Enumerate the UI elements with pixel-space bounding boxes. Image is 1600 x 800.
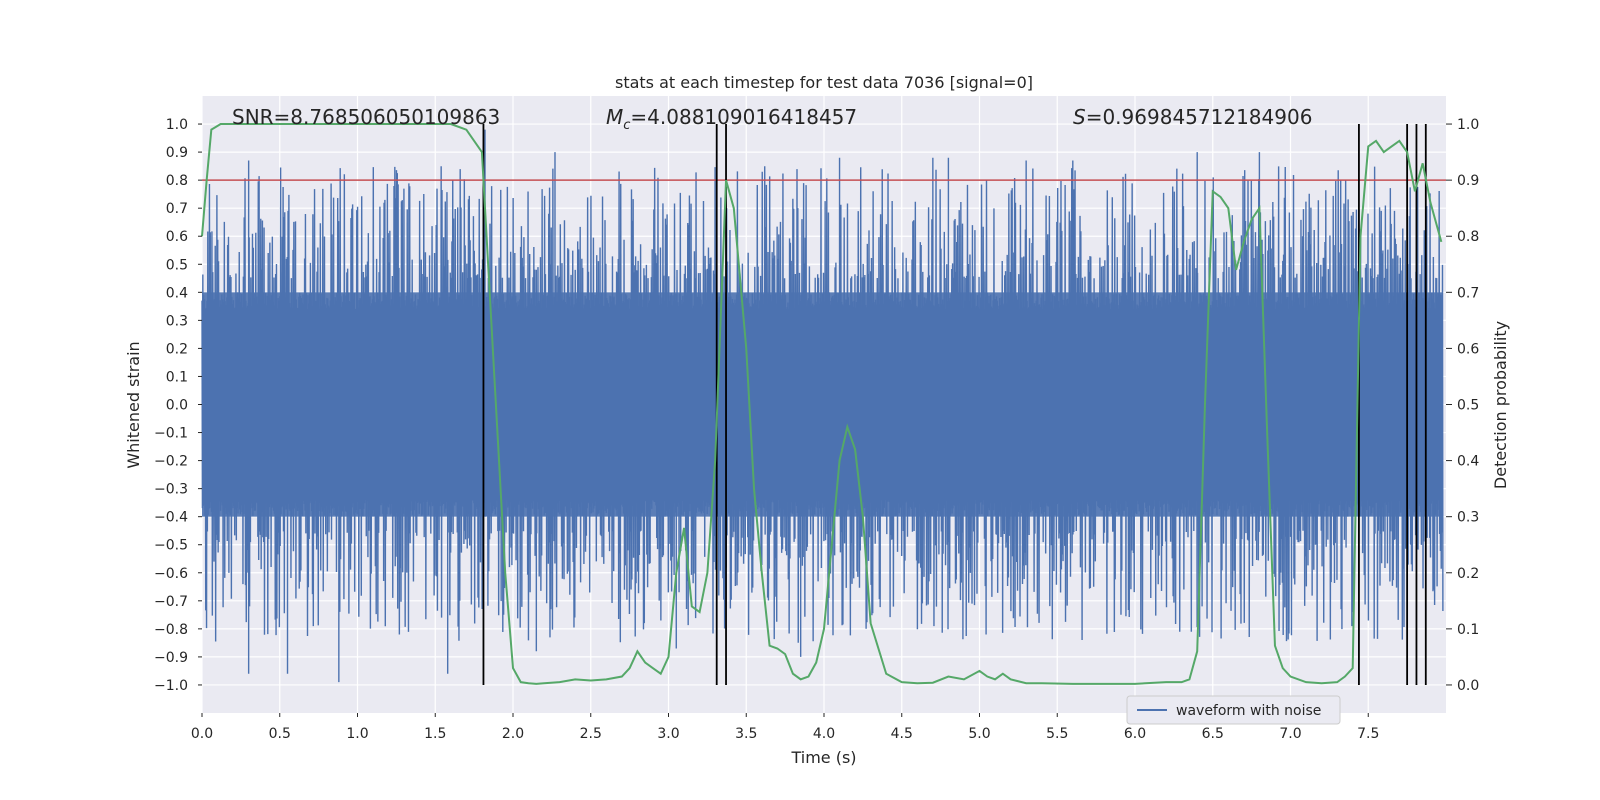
- waveform-series: [201, 129, 1444, 683]
- x-tick-label: 7.0: [1279, 726, 1301, 742]
- y-left-tick-label: −1.0: [154, 678, 188, 694]
- x-tick-label: 3.0: [657, 726, 679, 742]
- y-right-tick-label: 0.8: [1457, 229, 1479, 245]
- y-axis-left-title: Whitened strain: [124, 341, 143, 468]
- x-tick-label: 1.5: [424, 726, 446, 742]
- y-left-tick-label: −0.3: [154, 482, 188, 498]
- chirp-mass-annotation: Mc=4.088109016418457: [606, 105, 857, 133]
- y-right-tick-label: 0.9: [1457, 173, 1479, 189]
- x-tick-label: 1.0: [346, 726, 368, 742]
- x-tick-label: 0.5: [269, 726, 291, 742]
- chart-title: stats at each timestep for test data 703…: [615, 73, 1033, 92]
- legend-label: waveform with noise: [1176, 703, 1321, 719]
- y-left-tick-label: −0.6: [154, 566, 188, 582]
- y-left-tick-label: −0.1: [154, 426, 188, 442]
- y-right-tick-label: 1.0: [1457, 117, 1479, 133]
- legend: waveform with noise: [1126, 695, 1341, 725]
- x-tick-label: 5.5: [1046, 726, 1068, 742]
- y-axis-right-title: Detection probability: [1491, 321, 1510, 489]
- y-right-tick-label: 0.3: [1457, 510, 1479, 526]
- y-left-tick-label: 0.4: [166, 285, 188, 301]
- y-right-tick-label: 0.1: [1457, 622, 1479, 638]
- x-tick-label: 4.0: [813, 726, 835, 742]
- y-right-tick-label: 0.2: [1457, 566, 1479, 582]
- y-left-tick-label: 0.7: [166, 201, 188, 217]
- x-tick-label: 3.5: [735, 726, 757, 742]
- score-annotation: S=0.969845712184906: [1073, 105, 1312, 129]
- y-right-tick-label: 0.5: [1457, 398, 1479, 414]
- detection-probability-line: [201, 123, 1443, 685]
- x-tick-label: 6.5: [1202, 726, 1224, 742]
- x-tick-label: 2.0: [502, 726, 524, 742]
- x-tick-label: 6.0: [1124, 726, 1146, 742]
- x-tick-label: 0.0: [191, 726, 213, 742]
- ticks: 0.0 0.5 1.0 1.5 2.0 2.5 3.0 3.5 4.0 4.5 5.0 5.5 6.0 6…: [154, 117, 1479, 742]
- y-left-tick-label: −0.2: [154, 454, 188, 470]
- y-right-tick-label: 0.4: [1457, 454, 1479, 470]
- y-left-tick-label: 0.2: [166, 341, 188, 357]
- y-right-tick-label: 0.6: [1457, 341, 1479, 357]
- y-left-tick-label: −0.8: [154, 622, 188, 638]
- x-tick-label: 2.5: [580, 726, 602, 742]
- y-left-tick-label: 0.5: [166, 257, 188, 273]
- y-left-tick-label: 0.8: [166, 173, 188, 189]
- y-right-tick-label: 0.7: [1457, 285, 1479, 301]
- x-tick-label: 4.5: [891, 726, 913, 742]
- x-tick-label: 5.0: [968, 726, 990, 742]
- y-left-tick-label: 1.0: [166, 117, 188, 133]
- y-left-tick-label: −0.7: [154, 594, 188, 610]
- waveform-core-band: [202, 292, 1443, 517]
- y-left-tick-label: −0.5: [154, 538, 188, 554]
- y-left-tick-label: −0.4: [154, 510, 188, 526]
- y-left-tick-label: 0.0: [166, 398, 188, 414]
- y-left-tick-label: −0.9: [154, 650, 188, 666]
- y-left-tick-label: 0.6: [166, 229, 188, 245]
- snr-annotation: SNR=8.768506050109863: [232, 105, 500, 129]
- y-left-tick-label: 0.9: [166, 145, 188, 161]
- y-left-tick-label: 0.1: [166, 369, 188, 385]
- legend-box: [1126, 695, 1341, 725]
- y-left-tick-label: 0.3: [166, 313, 188, 329]
- vertical-lines: [482, 124, 1427, 685]
- x-tick-label: 7.5: [1357, 726, 1379, 742]
- y-right-tick-label: 0.0: [1457, 678, 1479, 694]
- x-axis-title: Time (s): [790, 748, 856, 767]
